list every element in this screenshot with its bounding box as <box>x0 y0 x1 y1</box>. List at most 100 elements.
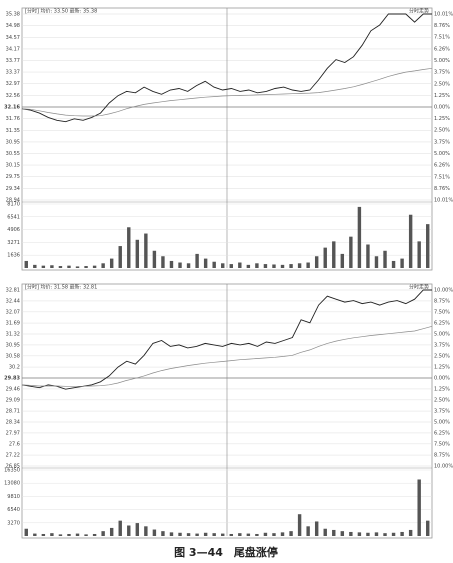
volume-bar <box>357 532 362 536</box>
y-tick-label: 33.77 <box>6 58 20 64</box>
y2-tick-label: 5.00% <box>434 58 450 64</box>
volume-bar <box>203 532 208 536</box>
y2-tick-label: 1.25% <box>434 387 450 393</box>
y2-tick-label: 2.50% <box>434 354 450 360</box>
volume-bar <box>109 527 114 536</box>
volume-bar <box>203 258 208 268</box>
y-tick-label: 30.2 <box>9 365 20 371</box>
volume-bar <box>417 479 421 536</box>
y-tick-label: 32.56 <box>6 93 20 99</box>
y-tick-label: 32.16 <box>4 105 20 111</box>
y-tick-label: 31.35 <box>6 128 20 134</box>
y2-tick-label: 6.26% <box>434 163 450 169</box>
volume-bar <box>280 264 285 268</box>
y2-tick-label: 3.75% <box>434 70 450 76</box>
y-tick-label: 30.15 <box>6 163 20 169</box>
volume-bar <box>255 263 259 268</box>
y-tick-label: 28.94 <box>6 198 20 204</box>
caption: 图 3—44 尾盘涨停 <box>174 545 278 559</box>
volume-bar <box>195 253 199 268</box>
volume-bar <box>109 258 114 268</box>
volume-bar <box>400 531 404 536</box>
volume-bar <box>246 264 251 268</box>
y2-tick-label: 3.75% <box>434 343 450 349</box>
panel-header-right: 分时走势 <box>409 284 429 291</box>
volume-bar <box>212 261 216 268</box>
volume-bar <box>349 531 353 536</box>
y-tick-label: 34.17 <box>6 46 20 52</box>
y2-tick-label: 6.25% <box>434 431 450 437</box>
panel-header-right: 分时走势 <box>409 8 429 15</box>
volume-bar <box>229 533 233 536</box>
volume-tick-label: 9810 <box>7 494 20 500</box>
volume-bar <box>169 260 174 268</box>
volume-bar <box>33 533 37 536</box>
volume-bar <box>75 533 80 536</box>
volume-bar <box>349 236 353 268</box>
volume-bar <box>306 262 310 268</box>
volume-bar <box>127 525 131 536</box>
volume-bar <box>67 533 71 536</box>
y2-tick-label: 10.01% <box>434 12 453 18</box>
volume-bar <box>118 246 122 268</box>
volume-bar <box>221 533 225 536</box>
volume-bar <box>391 260 396 268</box>
volume-bar <box>289 531 293 536</box>
volume-bar <box>75 266 80 268</box>
volume-bar <box>408 214 413 268</box>
y-tick-label: 32.07 <box>6 309 20 315</box>
volume-bar <box>229 264 233 268</box>
y-tick-label: 35.38 <box>6 12 20 18</box>
volume-bar <box>366 532 370 536</box>
volume-bar <box>92 265 97 268</box>
y2-tick-label: 7.51% <box>434 174 450 180</box>
volume-bar <box>289 264 293 268</box>
volume-bar <box>314 256 319 268</box>
y2-tick-label: 2.50% <box>434 398 450 404</box>
y-tick-label: 32.97 <box>6 81 20 87</box>
volume-tick-label: 13080 <box>4 481 20 487</box>
y2-tick-label: 0.00% <box>434 105 450 111</box>
volume-bar <box>178 262 182 268</box>
y2-tick-label: 3.75% <box>434 409 450 415</box>
y2-tick-label: 0.00% <box>434 376 450 382</box>
volume-bar <box>366 244 370 268</box>
volume-bar <box>323 247 327 268</box>
volume-bar <box>306 526 310 536</box>
volume-bar <box>400 258 404 268</box>
y2-tick-label: 7.50% <box>434 442 450 448</box>
volume-bar <box>374 256 379 268</box>
y2-tick-label: 5.00% <box>434 151 450 157</box>
volume-bar <box>383 250 387 268</box>
volume-bar <box>144 233 148 268</box>
volume-bar <box>297 514 302 536</box>
volume-bar <box>135 523 140 536</box>
volume-bar <box>186 263 191 268</box>
price-line <box>21 13 432 123</box>
volume-bar <box>272 533 276 536</box>
volume-bar <box>374 532 379 536</box>
volume-bar <box>332 529 336 536</box>
price-line <box>21 67 433 117</box>
volume-bar <box>24 260 28 268</box>
volume-tick-label: 8170 <box>7 202 20 208</box>
y-tick-label: 28.71 <box>6 409 20 415</box>
volume-tick-label: 16350 <box>4 468 20 474</box>
panel-header: [分时] 均价: 33.50 最新: 35.38 <box>25 8 97 15</box>
volume-bar <box>332 241 336 268</box>
volume-bar <box>24 528 28 536</box>
volume-bar <box>263 532 268 536</box>
y-tick-label: 30.95 <box>6 342 20 348</box>
volume-bar <box>101 531 105 536</box>
volume-bar <box>67 265 71 268</box>
volume-bar <box>195 533 199 536</box>
volume-bar <box>161 531 165 536</box>
volume-bar <box>144 526 148 536</box>
y-tick-label: 29.46 <box>6 386 20 392</box>
y-tick-label: 29.83 <box>4 376 20 382</box>
volume-bar <box>297 263 302 268</box>
volume-bar <box>255 533 259 536</box>
volume-bar <box>238 262 242 268</box>
price-line <box>21 325 433 387</box>
y-tick-label: 31.69 <box>6 321 20 327</box>
